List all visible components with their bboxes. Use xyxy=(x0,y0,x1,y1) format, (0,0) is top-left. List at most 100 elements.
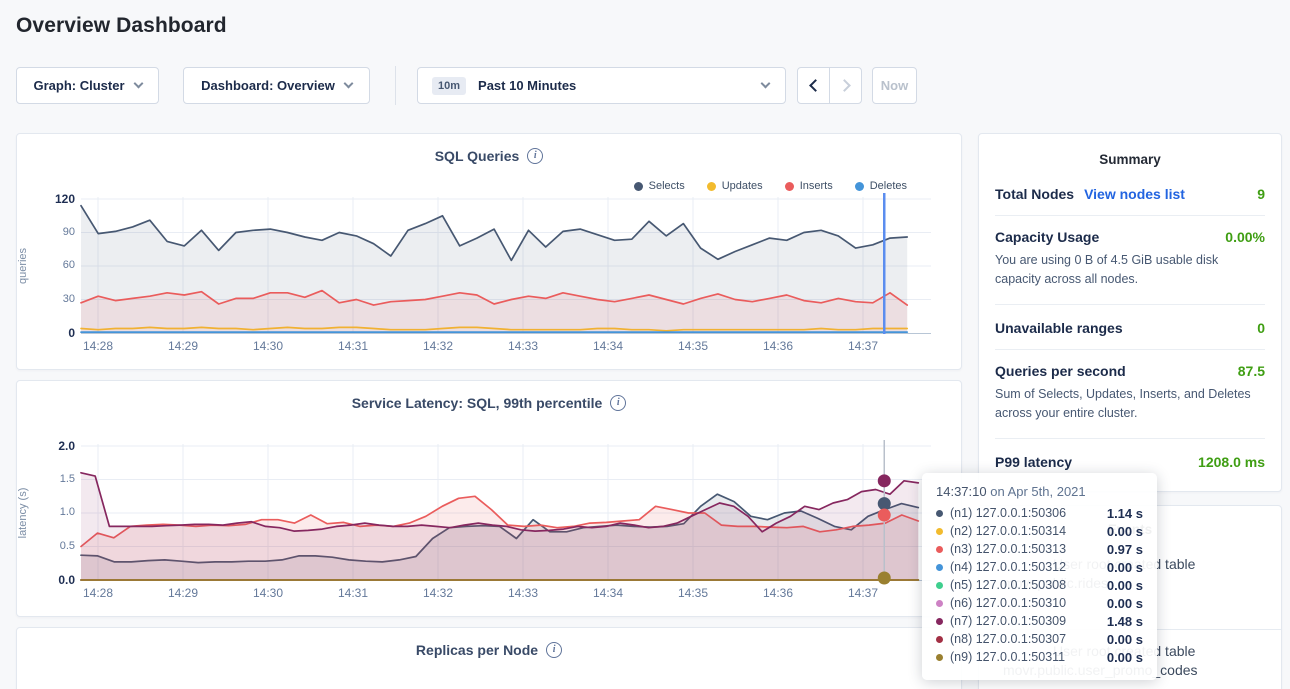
chevron-down-icon xyxy=(761,79,771,89)
series-dot xyxy=(936,654,943,661)
tooltip-node-value: 1.48 s xyxy=(1107,614,1143,629)
view-nodes-list-link[interactable]: View nodes list xyxy=(1084,186,1185,202)
y-axis-tick: 90 xyxy=(37,226,75,238)
chevron-left-icon xyxy=(809,79,822,92)
time-forward-button[interactable] xyxy=(829,68,861,103)
tooltip-node-value: 0.00 s xyxy=(1107,632,1143,647)
tooltip-timestamp: 14:37:10 on Apr 5th, 2021 xyxy=(936,484,1143,499)
x-axis-tick: 14:35 xyxy=(669,586,717,600)
legend-item-selects: Selects xyxy=(634,180,685,192)
tooltip-node-label: (n5) 127.0.0.1:50308 xyxy=(950,578,1107,592)
legend-label: Updates xyxy=(722,180,763,192)
legend-item-inserts: Inserts xyxy=(785,180,833,192)
x-axis-tick: 14:29 xyxy=(159,586,207,600)
x-axis-tick: 14:32 xyxy=(414,339,462,353)
y-axis-tick: 0.0 xyxy=(37,573,75,587)
series-dot xyxy=(936,636,943,643)
service-latency-svg xyxy=(81,444,931,581)
tooltip-row: (n9) 127.0.0.1:503110.00 s xyxy=(936,648,1143,666)
tooltip-row: (n2) 127.0.0.1:503140.00 s xyxy=(936,522,1143,540)
series-dot xyxy=(936,582,943,589)
x-axis-tick: 14:37 xyxy=(839,586,887,600)
x-axis-tick: 14:30 xyxy=(244,339,292,353)
y-axis-tick: 60 xyxy=(37,259,75,271)
now-button-label: Now xyxy=(881,78,908,93)
tooltip-node-label: (n8) 127.0.0.1:50307 xyxy=(950,632,1107,646)
p99-latency-value: 1208.0 ms xyxy=(1198,454,1265,470)
time-nav-group xyxy=(797,67,862,104)
capacity-description: You are using 0 B of 4.5 GiB usable disk… xyxy=(995,245,1265,290)
tooltip-node-value: 0.00 s xyxy=(1107,650,1143,665)
legend-label: Deletes xyxy=(870,180,907,192)
p99-latency-label: P99 latency xyxy=(995,454,1072,470)
summary-row-capacity: Capacity Usage 0.00% You are using 0 B o… xyxy=(995,216,1265,305)
y-axis-tick: 120 xyxy=(37,192,75,206)
legend-dot xyxy=(785,182,794,191)
tooltip-node-label: (n7) 127.0.0.1:50309 xyxy=(950,614,1107,628)
x-axis-tick: 14:36 xyxy=(754,586,802,600)
x-axis-tick: 14:32 xyxy=(414,586,462,600)
now-button[interactable]: Now xyxy=(872,67,917,104)
dashboard-dropdown[interactable]: Dashboard: Overview xyxy=(183,67,370,104)
info-icon[interactable]: i xyxy=(610,395,626,411)
x-axis-tick: 14:36 xyxy=(754,339,802,353)
series-dot xyxy=(936,600,943,607)
qps-label: Queries per second xyxy=(995,363,1126,379)
chart-legend: Selects Updates Inserts Deletes xyxy=(634,180,907,192)
replicas-per-node-card: Replicas per Node i xyxy=(16,627,962,689)
info-icon[interactable]: i xyxy=(546,642,562,658)
y-axis-tick: 1.5 xyxy=(37,473,75,485)
tooltip-row: (n7) 127.0.0.1:503091.48 s xyxy=(936,612,1143,630)
service-latency-card: Service Latency: SQL, 99th percentile i … xyxy=(16,380,962,617)
chevron-right-icon xyxy=(838,79,851,92)
x-axis-tick: 14:29 xyxy=(159,339,207,353)
sql-queries-svg xyxy=(81,197,931,334)
tooltip-row: (n4) 127.0.0.1:503120.00 s xyxy=(936,558,1143,576)
series-dot xyxy=(936,546,943,553)
graph-scope-dropdown[interactable]: Graph: Cluster xyxy=(16,67,159,104)
x-axis-tick: 14:33 xyxy=(499,586,547,600)
sql-queries-card: SQL Queries i SelectsUpdatesInsertsDelet… xyxy=(16,133,962,370)
controls-divider xyxy=(395,66,396,105)
tooltip-node-label: (n2) 127.0.0.1:50314 xyxy=(950,524,1107,538)
tooltip-row: (n3) 127.0.0.1:503130.97 s xyxy=(936,540,1143,558)
summary-header: Summary xyxy=(979,134,1281,171)
chart-title: Replicas per Node xyxy=(416,642,538,658)
tooltip-node-label: (n6) 127.0.0.1:50310 xyxy=(950,596,1107,610)
time-back-button[interactable] xyxy=(798,68,829,103)
total-nodes-label: Total Nodes xyxy=(995,186,1074,202)
series-dot xyxy=(936,618,943,625)
y-axis-tick: 0.5 xyxy=(37,540,75,552)
y-axis-label: queries xyxy=(17,247,29,283)
time-range-badge: 10m xyxy=(432,77,466,95)
tooltip-node-value: 0.97 s xyxy=(1107,542,1143,557)
info-icon[interactable]: i xyxy=(527,148,543,164)
x-axis-tick: 14:37 xyxy=(839,339,887,353)
x-axis-tick: 14:34 xyxy=(584,586,632,600)
qps-description: Sum of Selects, Updates, Inserts, and De… xyxy=(995,379,1265,424)
tooltip-node-value: 0.00 s xyxy=(1107,578,1143,593)
y-axis-tick: 30 xyxy=(37,293,75,305)
tooltip-rows: (n1) 127.0.0.1:503061.14 s(n2) 127.0.0.1… xyxy=(936,504,1143,666)
time-range-dropdown[interactable]: 10m Past 10 Minutes xyxy=(417,67,786,104)
chart-title: Service Latency: SQL, 99th percentile xyxy=(352,395,603,411)
x-axis-tick: 14:34 xyxy=(584,339,632,353)
tooltip-date: on Apr 5th, 2021 xyxy=(990,484,1085,499)
total-nodes-value: 9 xyxy=(1257,186,1265,202)
service-latency-plot[interactable]: 0.00.51.01.52.014:2814:2914:3014:3114:32… xyxy=(81,444,931,581)
tooltip-node-value: 0.00 s xyxy=(1107,560,1143,575)
summary-row-unavailable: Unavailable ranges 0 xyxy=(995,305,1265,350)
legend-label: Inserts xyxy=(800,180,833,192)
chevron-down-icon xyxy=(343,79,353,89)
sql-queries-plot[interactable]: 030609012014:2814:2914:3014:3114:3214:33… xyxy=(81,197,931,334)
unavailable-ranges-label: Unavailable ranges xyxy=(995,320,1123,336)
x-axis-tick: 14:28 xyxy=(74,339,122,353)
qps-value: 87.5 xyxy=(1238,363,1265,379)
legend-label: Selects xyxy=(649,180,685,192)
tooltip-row: (n6) 127.0.0.1:503100.00 s xyxy=(936,594,1143,612)
tooltip-time: 14:37:10 xyxy=(936,484,987,499)
capacity-label: Capacity Usage xyxy=(995,229,1099,245)
legend-dot xyxy=(634,182,643,191)
tooltip-row: (n8) 127.0.0.1:503070.00 s xyxy=(936,630,1143,648)
tooltip-row: (n5) 127.0.0.1:503080.00 s xyxy=(936,576,1143,594)
